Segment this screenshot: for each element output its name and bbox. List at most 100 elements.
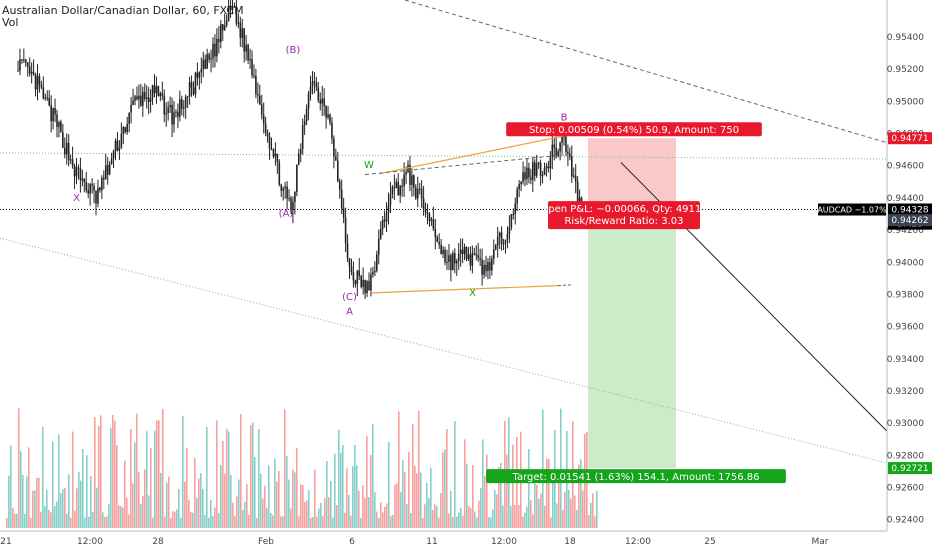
candle-body <box>409 164 411 185</box>
volume-bar <box>274 458 276 528</box>
candle-body <box>260 104 263 115</box>
volume-bar <box>514 504 516 528</box>
candle-body <box>545 166 548 169</box>
volume-bar <box>582 490 584 528</box>
volume-bar <box>148 495 150 528</box>
candle-body <box>494 245 497 250</box>
candle-body <box>567 151 569 154</box>
volume-bar <box>284 409 286 528</box>
volume-bar <box>324 498 326 528</box>
volume-bar <box>562 509 564 528</box>
volume-bar <box>246 483 248 528</box>
volume-bar <box>216 420 218 528</box>
volume-bar <box>408 452 410 528</box>
volume-bar <box>396 483 398 528</box>
candle-body <box>420 188 423 199</box>
time-tick: Feb <box>258 537 274 547</box>
candle-body <box>143 91 146 99</box>
candle-body <box>71 159 74 166</box>
volume-bar <box>56 501 58 528</box>
volume-bar <box>318 508 320 528</box>
candle-body <box>315 82 318 88</box>
volume-bar <box>52 441 54 528</box>
volume-bar <box>188 500 190 528</box>
volume-bar <box>524 512 526 528</box>
candle-body <box>212 43 214 59</box>
volume-bar <box>40 512 42 528</box>
candle-body <box>485 265 487 272</box>
volume-bar <box>108 503 110 528</box>
candle-body <box>218 38 220 43</box>
candle-body <box>130 104 132 113</box>
volume-bar <box>278 470 280 528</box>
candle-body <box>381 219 384 229</box>
candle-body <box>572 175 575 177</box>
volume-bar <box>402 460 404 528</box>
candle-body <box>434 228 437 238</box>
candle-body <box>418 188 421 190</box>
volume-bar <box>106 516 108 528</box>
volume-bar <box>356 465 358 528</box>
volume-bar <box>448 513 450 528</box>
volume-bar <box>88 516 90 528</box>
time-tick: 18 <box>564 537 576 547</box>
price-badge-text: 0.94262 <box>891 216 928 226</box>
volume-bar <box>146 431 148 528</box>
candle-body <box>274 153 277 157</box>
time-tick: 12:00 <box>77 537 103 547</box>
volume-bar <box>568 489 570 528</box>
candle-body <box>354 280 357 285</box>
candle-body <box>399 185 401 196</box>
candle-body <box>235 6 238 24</box>
candle-body <box>253 75 255 77</box>
volume-bar <box>512 444 514 528</box>
volume-bar <box>494 490 496 528</box>
candle-body <box>214 43 216 57</box>
candle-body <box>426 212 429 215</box>
volume-bar <box>432 510 434 528</box>
volume-bar <box>594 516 596 528</box>
candle-body <box>83 178 86 183</box>
volume-bar <box>368 497 370 528</box>
volume-bar <box>412 423 414 528</box>
candle-body <box>337 160 339 182</box>
volume-bar <box>558 479 560 528</box>
candle-body <box>309 86 312 94</box>
candle-body <box>428 214 431 221</box>
volume-bar <box>502 505 504 528</box>
volume-bar <box>184 481 186 528</box>
volume-bar <box>372 424 374 528</box>
volume-bar <box>214 507 216 528</box>
candle-body <box>194 72 197 95</box>
candle-body <box>192 87 195 95</box>
candle-body <box>220 24 222 43</box>
candle-body <box>520 181 522 184</box>
candle-body <box>108 164 111 175</box>
volume-bar <box>400 491 402 528</box>
symbol-label: AUDCAD −1.07% <box>817 206 887 215</box>
volume-bar <box>6 518 8 528</box>
price-tick: 0.93800 <box>887 290 924 300</box>
volume-bar <box>536 484 538 528</box>
volume-bar <box>526 506 528 528</box>
candle-body <box>110 158 113 165</box>
volume-bar <box>80 480 82 528</box>
volume-bar <box>240 414 242 528</box>
chart-legend: Australian Dollar/Canadian Dollar, 60, F… <box>2 5 244 29</box>
wave-lower-line <box>371 285 559 294</box>
candle-body <box>25 59 27 63</box>
price-badge <box>888 462 932 475</box>
candle-body <box>251 58 253 76</box>
candle-body <box>438 241 440 245</box>
candle-body <box>576 181 579 202</box>
candle-body <box>202 59 205 69</box>
volume-bar <box>272 515 274 528</box>
volume-bar <box>422 517 424 528</box>
candles <box>17 0 583 299</box>
volume-bar <box>22 475 24 528</box>
time-tick: 12:00 <box>625 537 651 547</box>
volume-bar <box>96 487 98 528</box>
candle-body <box>81 178 84 181</box>
candle-body <box>138 95 140 100</box>
